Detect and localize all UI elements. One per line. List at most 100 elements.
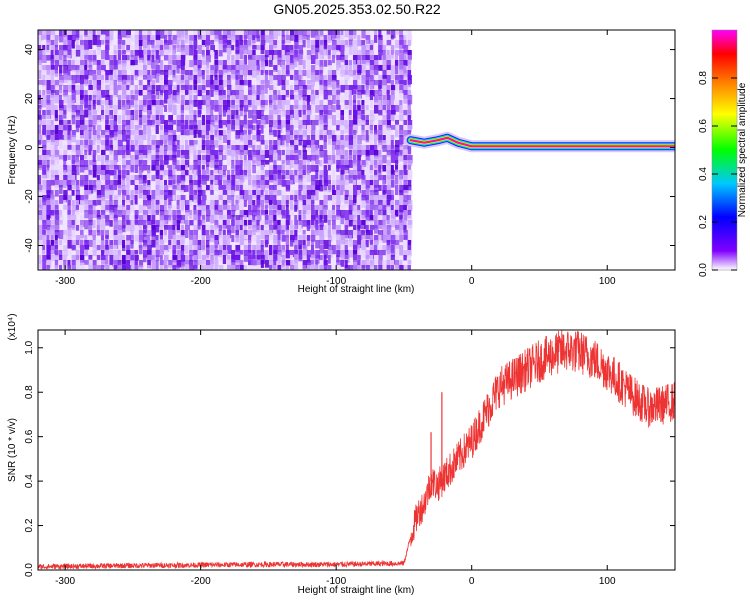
spectrogram-cell bbox=[365, 105, 369, 111]
spectrogram-cell bbox=[155, 140, 160, 149]
spectrogram-cell bbox=[88, 175, 93, 185]
spectrogram-cell bbox=[281, 235, 286, 242]
spectrogram-cell bbox=[235, 135, 239, 140]
spectrogram-cell bbox=[59, 170, 63, 178]
spectrogram-cell bbox=[290, 75, 294, 80]
spectrogram-cell bbox=[201, 125, 207, 132]
spectrogram-cell bbox=[117, 130, 123, 135]
spectrogram-cell bbox=[294, 230, 298, 237]
spectrogram-cell bbox=[168, 260, 173, 268]
spectrogram-cell bbox=[50, 180, 55, 186]
spectrogram-cell bbox=[201, 30, 207, 37]
spectrogram-cell bbox=[80, 105, 83, 113]
spectrogram-cell bbox=[315, 30, 319, 37]
spectrogram-cell bbox=[67, 215, 72, 225]
spectrogram-cell bbox=[248, 100, 252, 108]
spectrogram-cell bbox=[365, 175, 370, 183]
spectrogram-cell bbox=[260, 65, 265, 73]
spectrogram-cell bbox=[369, 115, 375, 122]
spectrogram-cell bbox=[138, 190, 143, 199]
spectrogram-cell bbox=[84, 120, 89, 130]
spectrogram-cell bbox=[151, 120, 155, 128]
spectrogram-cell bbox=[151, 60, 156, 70]
spectrogram-cell bbox=[382, 185, 387, 194]
spectrogram-cell bbox=[403, 195, 409, 202]
spectrogram-cell bbox=[92, 100, 96, 107]
spectrogram-cell bbox=[374, 190, 379, 197]
spectrogram-cell bbox=[306, 90, 311, 95]
spectrogram-cell bbox=[269, 70, 274, 77]
spectrogram-cell bbox=[54, 235, 58, 245]
spectrogram-cell bbox=[227, 60, 232, 70]
spectrogram-cell bbox=[353, 170, 357, 179]
spectrogram-cell bbox=[134, 210, 139, 219]
spectrogram-cell bbox=[319, 35, 324, 44]
spectrogram-cell bbox=[407, 125, 412, 133]
spectrogram-cell bbox=[180, 235, 185, 244]
spectrogram-cell bbox=[344, 195, 349, 204]
spectrogram-cell bbox=[290, 160, 294, 168]
spectrogram-cell bbox=[176, 30, 181, 38]
spectrogram-cell bbox=[105, 215, 110, 223]
spectrogram-cell bbox=[281, 145, 285, 152]
spectrogram-cell bbox=[134, 65, 139, 73]
spectrogram-cell bbox=[243, 195, 248, 201]
spectrogram-cell bbox=[214, 240, 218, 248]
spectrogram-cell bbox=[256, 95, 260, 100]
spectrogram-cell bbox=[105, 210, 109, 218]
spectrogram-cell bbox=[332, 105, 336, 113]
spectrogram-cell bbox=[294, 250, 298, 255]
spectrogram-cell bbox=[285, 210, 290, 219]
spectrogram-cell bbox=[227, 255, 231, 260]
spectrogram-cell bbox=[361, 195, 367, 201]
spectrogram-cell bbox=[353, 135, 358, 145]
spectrogram-cell bbox=[168, 55, 173, 64]
spectrogram-cell bbox=[361, 210, 366, 219]
spectrogram-cell bbox=[239, 150, 245, 155]
spectrogram-cell bbox=[273, 30, 278, 40]
spectrogram-cell bbox=[197, 65, 201, 71]
spectrogram-cell bbox=[399, 135, 404, 144]
spectrogram-cell bbox=[54, 55, 60, 65]
spectrogram-cell bbox=[231, 35, 236, 43]
spectrogram-cell bbox=[92, 140, 96, 149]
spectrogram-cell bbox=[126, 30, 131, 38]
spectrogram-cell bbox=[38, 190, 43, 197]
spectrogram-cell bbox=[260, 205, 264, 214]
spectrogram-cell bbox=[201, 230, 206, 236]
spectrogram-cell bbox=[302, 100, 306, 108]
spectrogram-cell bbox=[214, 260, 219, 266]
spectrogram-cell bbox=[206, 215, 210, 222]
spectrogram-cell bbox=[159, 210, 165, 217]
spectrogram-cell bbox=[403, 90, 408, 99]
spectrogram-cell bbox=[206, 230, 210, 240]
spectrogram-cell bbox=[369, 170, 374, 179]
spectrogram-cell bbox=[38, 260, 42, 269]
spectrogram-cell bbox=[88, 265, 93, 270]
spectrogram-cell bbox=[248, 170, 251, 177]
spectrogram-cell bbox=[105, 255, 109, 264]
spectrogram-cell bbox=[42, 70, 48, 78]
spectrogram-cell bbox=[361, 185, 366, 195]
spectrogram-cell bbox=[180, 180, 185, 188]
spectrogram-cell bbox=[273, 225, 278, 234]
spectrogram-cell bbox=[67, 155, 71, 160]
spectrogram-cell bbox=[332, 55, 335, 64]
spectrogram-cell bbox=[285, 195, 290, 204]
spectrogram-cell bbox=[214, 255, 218, 265]
spectrogram-cell bbox=[210, 160, 215, 168]
spectrogram-cell bbox=[155, 155, 160, 161]
spectrogram-cell bbox=[151, 235, 156, 241]
spectrogram-cell bbox=[332, 225, 337, 235]
spectrogram-cell bbox=[369, 245, 375, 252]
spectrogram-cell bbox=[395, 75, 400, 84]
spectrogram-cell bbox=[285, 50, 290, 56]
spectrogram-cell bbox=[38, 60, 42, 70]
spectrogram-cell bbox=[302, 40, 306, 48]
spectrogram-cell bbox=[294, 100, 299, 109]
spectrogram-cell bbox=[206, 260, 211, 267]
spectrogram-cell bbox=[340, 105, 346, 113]
spectrogram-cell bbox=[269, 55, 272, 64]
spectrogram-cell bbox=[147, 130, 152, 136]
spectrogram-cell bbox=[88, 60, 92, 68]
